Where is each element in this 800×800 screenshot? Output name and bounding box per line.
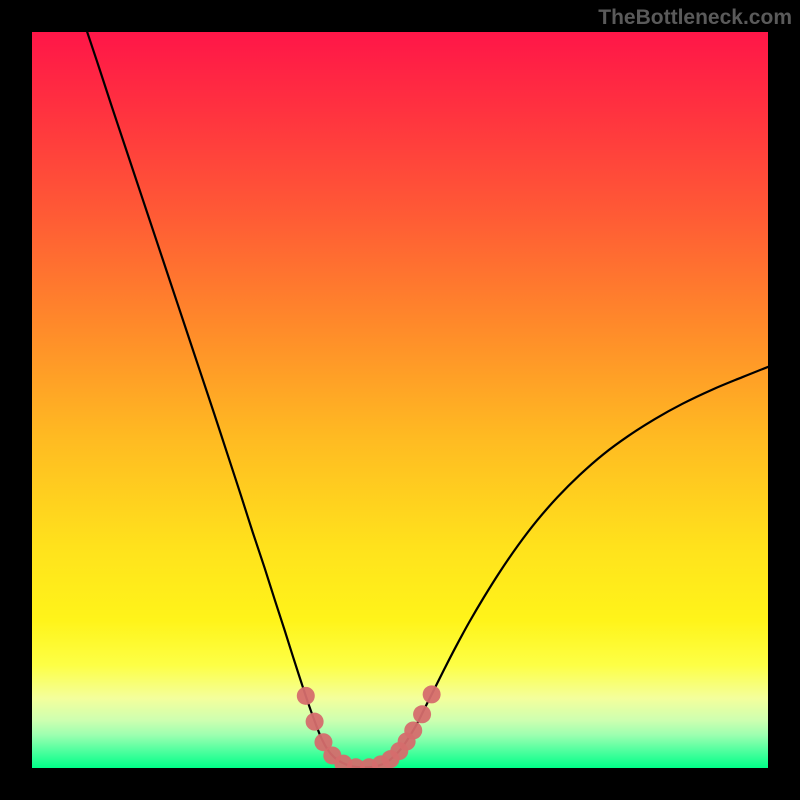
- data-marker: [372, 755, 390, 768]
- data-marker: [297, 687, 315, 705]
- data-marker: [334, 755, 352, 768]
- data-marker: [398, 733, 416, 751]
- data-marker: [360, 758, 378, 768]
- data-marker: [381, 750, 399, 768]
- data-marker: [314, 733, 332, 751]
- marker-group: [297, 685, 441, 768]
- plot-area: [32, 32, 768, 768]
- data-marker: [390, 742, 408, 760]
- data-marker: [306, 713, 324, 731]
- data-marker: [347, 758, 365, 768]
- chart-svg: [32, 32, 768, 768]
- data-marker: [323, 746, 341, 764]
- data-marker: [404, 721, 422, 739]
- data-marker: [423, 685, 441, 703]
- gradient-background: [32, 32, 768, 768]
- watermark-text: TheBottleneck.com: [598, 6, 792, 30]
- data-marker: [413, 705, 431, 723]
- bottleneck-curve: [87, 32, 768, 767]
